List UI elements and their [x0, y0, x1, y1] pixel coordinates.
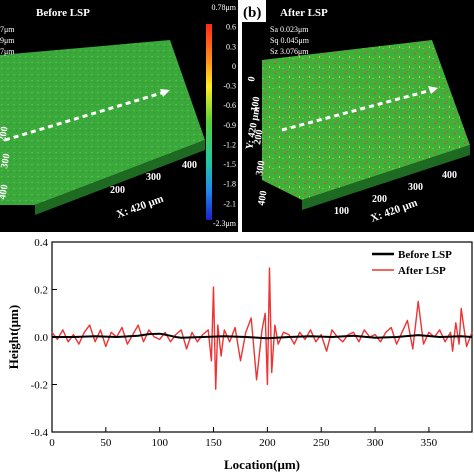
- x-tick-label: 200: [259, 437, 276, 449]
- panel-a-y-ticks: 200 300 400: [0, 126, 13, 201]
- profile-arrow-a: [4, 90, 166, 142]
- panel-b-y-tick-label: 0: [246, 76, 258, 83]
- panel-b-after-lsp: (b) After LSP Sa 0.023μm Sq 0.045μm Sz 3…: [242, 0, 474, 232]
- x-tick-label: 100: [151, 437, 168, 449]
- colorbar-a: [206, 24, 212, 220]
- panel-a-x-tick-label: 300: [146, 172, 161, 183]
- colorbar-tick-label: -0.6: [223, 101, 236, 110]
- panel-a-y-tick-label: 300: [0, 153, 13, 170]
- panel-b-x-ticks: 100 200 300 400: [334, 170, 457, 217]
- panel-a-surface-plot: Before LSP 7μm 9μm 7μm 0.78μm 0.6 0.3 0 -0.3…: [0, 3, 237, 228]
- panel-a-y-tick-label: 400: [0, 184, 11, 201]
- panel-b-stat-sq: Sq 0.045μm: [270, 36, 310, 45]
- x-tick-label: 250: [313, 437, 330, 449]
- x-tick-label: 350: [421, 437, 438, 449]
- panel-a-stat-3: 7μm: [0, 47, 15, 56]
- panel-b-y-tick-label: 300: [254, 160, 267, 177]
- colorbar-tick-label: -0.9: [223, 121, 236, 130]
- panel-a-x-tick-label: 400: [182, 160, 197, 171]
- height-profile-chart: 0 50 100 150 200 250 300 350 -0.4 -0.2 0.0 0.2 0.4 B…: [6, 237, 473, 472]
- panel-b-x-tick-label: 400: [442, 170, 457, 181]
- x-tick-label: 50: [100, 437, 112, 449]
- x-axis-label: Location(μm): [224, 457, 300, 472]
- series-before-lsp-line: [52, 332, 473, 340]
- panel-a-stat-2: 9μm: [0, 36, 15, 45]
- panel-a-before-lsp: Before LSP 7μm 9μm 7μm 0.78μm 0.6 0.3 0 -0.3…: [0, 0, 238, 232]
- colorbar-tick-label: -0.3: [223, 82, 236, 91]
- surface-b: [262, 40, 470, 200]
- axis-ticks: 0 50 100 150 200 250 300 350 -0.4 -0.2 0.0 0.2 0.4: [31, 237, 438, 449]
- panel-a-x-ticks: 200 300 400: [110, 160, 197, 196]
- colorbar-tick-label: 0.3: [226, 42, 236, 51]
- series-after-lsp-line: [51, 267, 473, 390]
- y-tick-label: 0.2: [34, 285, 48, 297]
- panel-b-title: After LSP: [280, 7, 328, 19]
- x-tick-label: 0: [49, 437, 55, 449]
- panel-a-y-tick-label: 200: [0, 126, 11, 143]
- panel-b-y-tick-label: 400: [256, 190, 269, 207]
- colorbar-tick-label: -2.3μm: [213, 219, 237, 228]
- y-axis-label: Height(μm): [6, 305, 21, 369]
- panel-b-surface-plot: (b) After LSP Sa 0.023μm Sq 0.045μm Sz 3…: [242, 0, 470, 225]
- y-tick-label: 0.0: [34, 332, 48, 344]
- panel-b-stat-sa: Sa 0.023μm: [270, 25, 309, 34]
- legend-label: Before LSP: [398, 249, 452, 261]
- panel-b-stat-sz: Sz 3.076μm: [270, 47, 309, 56]
- profile-arrow-b: [281, 88, 433, 132]
- arrow-head-a: [160, 89, 170, 97]
- y-tick-label: -0.4: [31, 427, 49, 439]
- panel-b-y-ticks: 0 100 200 300 400: [246, 76, 269, 207]
- panel-b-x-tick-label: 200: [372, 194, 387, 205]
- panel-a-x-tick-label: 200: [110, 185, 125, 196]
- panel-b-y-tick-label: 200: [252, 129, 265, 146]
- colorbar-tick-label: -1.5: [223, 160, 236, 169]
- x-tick-label: 300: [367, 437, 384, 449]
- colorbar-tick-label: 0.6: [226, 23, 236, 32]
- surface-a-edge: [35, 140, 205, 215]
- y-tick-label: 0.4: [34, 237, 48, 249]
- panel-b-label: (b): [243, 5, 261, 21]
- series-layer: [51, 267, 473, 390]
- surface-a: [0, 40, 205, 205]
- colorbar-tick-label: 0.78μm: [211, 3, 236, 12]
- surface-b-edge: [302, 145, 470, 210]
- arrow-head-b: [428, 86, 438, 94]
- colorbar-tick-label: -2.1: [223, 199, 236, 208]
- panel-b-x-tick-label: 300: [408, 182, 423, 193]
- legend: Before LSP After LSP: [372, 249, 452, 277]
- panel-a-x-axis-label: X: 420 μm: [115, 193, 165, 221]
- colorbar-tick-label: -1.8: [223, 180, 236, 189]
- x-tick-label: 150: [205, 437, 222, 449]
- colorbar-tick-label: -1.2: [223, 140, 236, 149]
- panel-b-label-box: [242, 0, 266, 22]
- panel-b-x-tick-label: 100: [334, 206, 349, 217]
- panel-a-title: Before LSP: [36, 7, 90, 19]
- y-tick-label: -0.2: [31, 380, 48, 392]
- legend-label: After LSP: [398, 265, 446, 277]
- colorbar-tick-label: 0: [232, 62, 236, 71]
- colorbar-a-ticks: 0.78μm 0.6 0.3 0 -0.3 -0.6 -0.9 -1.2 -1.5 -1.8 -2.…: [211, 3, 236, 228]
- panel-b-y-tick-label: 100: [249, 96, 262, 113]
- panel-a-stat-1: 7μm: [0, 25, 15, 34]
